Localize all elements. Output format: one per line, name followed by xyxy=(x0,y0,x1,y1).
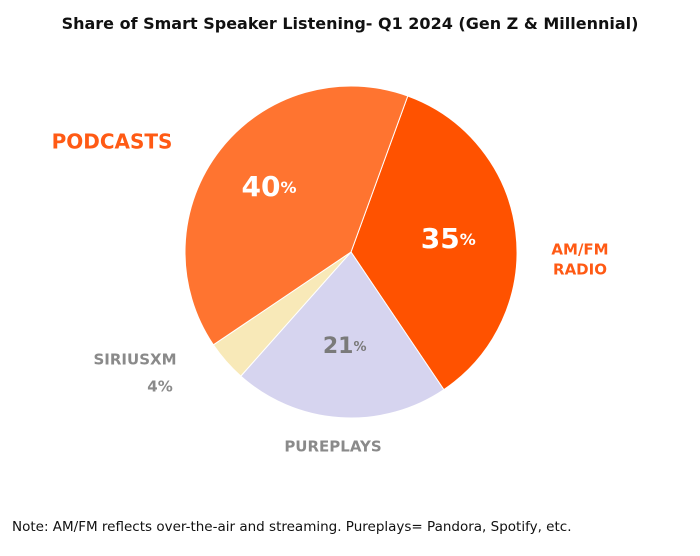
value-label-pureplays: 21% xyxy=(323,334,367,359)
value-label-am-fm-radio: 35% xyxy=(421,222,476,255)
pie-slice-pureplays xyxy=(240,251,445,419)
pie-slice-am-fm-radio xyxy=(350,95,518,391)
chart-title: Share of Smart Speaker Listening- Q1 202… xyxy=(61,14,639,33)
category-label-siriusxm: SIRIUSXM xyxy=(94,351,177,369)
value-label-podcasts: 40% xyxy=(242,170,297,203)
category-label-am-fm-radio: AM/FM xyxy=(551,241,608,259)
footnote: Note: AM/FM reflects over-the-air and st… xyxy=(12,519,572,535)
category-label-pureplays: PUREPLAYS xyxy=(284,438,381,456)
pie-slice-podcasts xyxy=(184,85,409,346)
category-label-podcasts: PODCASTS xyxy=(52,130,173,154)
category-label-am-fm-radio: RADIO xyxy=(553,261,607,279)
value-label-siriusxm: 4% xyxy=(147,378,172,396)
